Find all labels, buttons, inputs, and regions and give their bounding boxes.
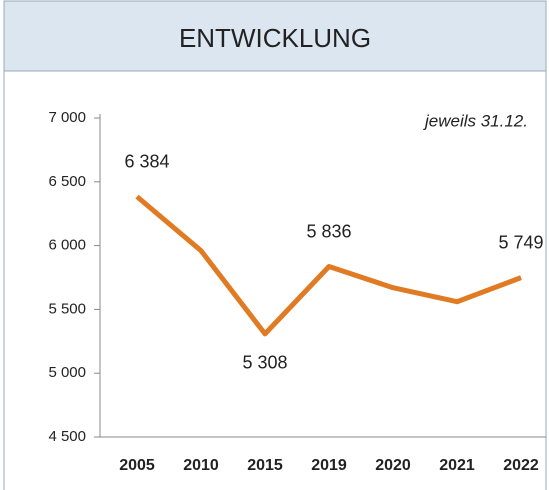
y-tick-label: 6 000 (48, 237, 86, 254)
y-tick-label: 6 500 (48, 173, 86, 190)
chart-title: ENTWICKLUNG (179, 23, 371, 53)
y-tick-label: 5 000 (48, 364, 86, 381)
data-line (135, 194, 522, 337)
annotation: jeweils 31.12. (423, 111, 528, 130)
x-tick-label: 2020 (375, 457, 411, 474)
value-label: 5 308 (242, 353, 287, 373)
x-tick-label: 2021 (439, 457, 475, 474)
value-label: 6 384 (124, 151, 169, 171)
y-tick-label: 4 500 (48, 428, 86, 445)
y-tick-label: 5 500 (48, 300, 86, 317)
x-tick-label: 2010 (183, 457, 219, 474)
y-tick-label: 7 000 (48, 109, 86, 126)
value-label: 5 836 (306, 221, 351, 241)
x-tick-label: 2022 (503, 457, 539, 474)
x-tick-label: 2019 (311, 457, 347, 474)
value-label: 5 749 (498, 232, 543, 252)
header-band (3, 0, 547, 72)
x-tick-label: 2015 (247, 457, 283, 474)
x-tick-label: 2005 (119, 457, 155, 474)
